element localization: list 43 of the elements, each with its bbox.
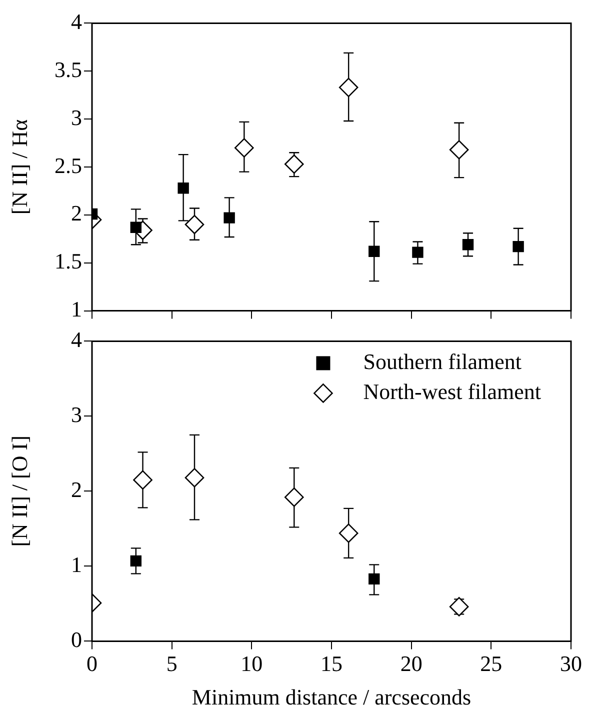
y-tick-label: 3: [71, 402, 82, 427]
y-tick-label: 0: [71, 626, 82, 652]
point: [130, 555, 142, 567]
point: [234, 138, 254, 158]
x-tick-label: 0: [86, 651, 98, 676]
point: [224, 212, 235, 224]
x-tick-label: 25: [480, 651, 502, 676]
x-tick-label: 20: [400, 651, 422, 676]
point: [462, 239, 474, 250]
x-tick-label: 15: [320, 651, 342, 676]
point: [130, 222, 142, 233]
y-tick-label: 3.5: [54, 56, 82, 82]
y-axis-title: [N II] / Hα: [6, 118, 32, 215]
y-tick-label: 4: [71, 8, 82, 34]
legend-label: North-west filament: [363, 378, 542, 404]
point: [449, 597, 469, 616]
point: [449, 140, 469, 160]
y-tick-label: 1: [71, 296, 82, 322]
legend-label: Southern filament: [363, 348, 522, 374]
y-tick-label: 2.5: [54, 152, 82, 178]
point: [512, 240, 524, 252]
y-tick-label: 1: [71, 552, 82, 577]
point: [338, 78, 358, 98]
point: [133, 470, 152, 490]
point: [178, 182, 189, 194]
x-tick-label: 10: [240, 651, 263, 676]
y-axis-title: [N II] / [O I]: [6, 436, 32, 547]
point: [184, 468, 204, 488]
point: [338, 524, 358, 543]
x-tick-label: 30: [560, 651, 582, 676]
y-tick-label: 1.5: [54, 248, 82, 274]
point: [412, 246, 424, 258]
point: [184, 214, 204, 234]
x-axis-title: Minimum distance / arcseconds: [192, 684, 472, 710]
y-tick-label: 2: [71, 200, 82, 226]
point: [284, 488, 304, 507]
y-tick-label: 3: [71, 104, 82, 130]
point: [284, 154, 304, 174]
y-tick-label: 4: [71, 326, 82, 352]
point: [368, 573, 380, 585]
y-tick-label: 2: [71, 476, 82, 502]
x-tick-label: 5: [166, 651, 178, 676]
point: [368, 246, 380, 257]
